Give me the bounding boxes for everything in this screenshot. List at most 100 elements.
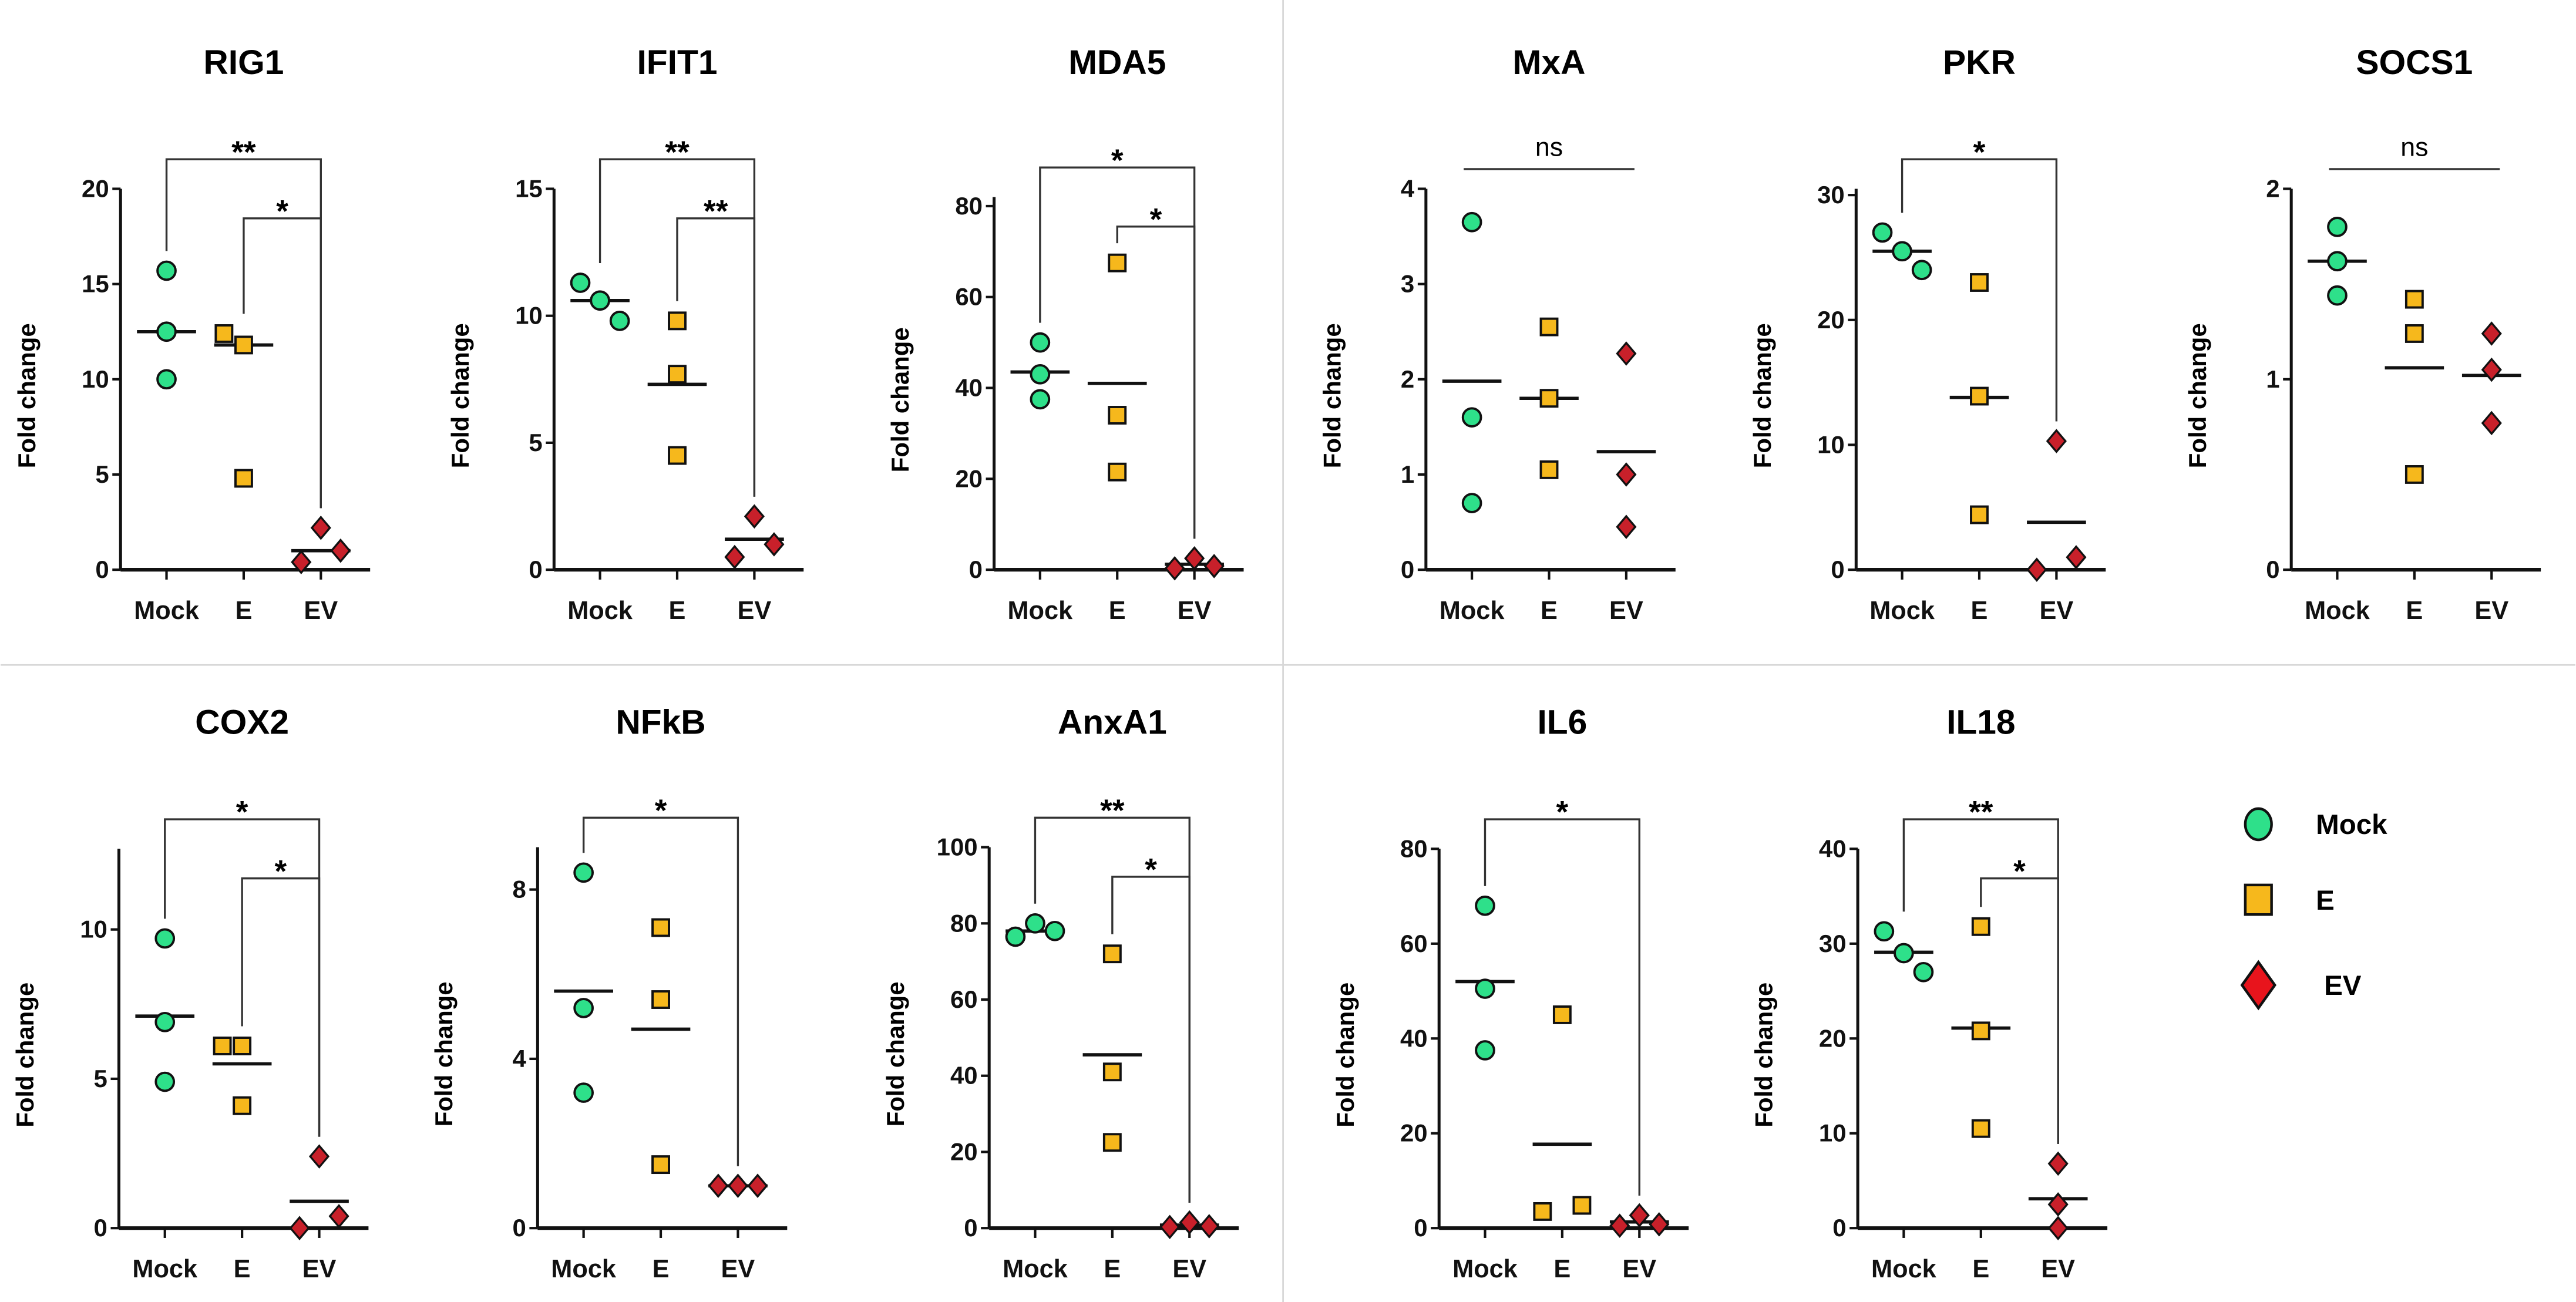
data-point-ev [724, 544, 745, 570]
x-tick-label: Mock [1871, 1255, 1937, 1283]
data-point-e [234, 469, 253, 488]
y-tick-label: 2 [1401, 365, 1414, 393]
panel-mxa: MxA 0 1 2 3 4 Fold change Mock E EV ns [1318, 43, 1676, 625]
significance-label: * [276, 194, 288, 228]
data-point-e [651, 1155, 670, 1175]
data-point-e [1102, 1133, 1122, 1152]
data-point-ev [1649, 1212, 1670, 1237]
x-tick-label: Mock [1452, 1255, 1518, 1283]
y-axis-label: Fold change [430, 981, 458, 1126]
panel-title: RIG1 [203, 43, 284, 82]
data-point-mock [1911, 260, 1932, 281]
significance-label: * [1150, 202, 1162, 237]
data-point-e [1108, 253, 1127, 272]
data-point-e [234, 335, 253, 355]
significance-label: ns [1535, 133, 1563, 162]
data-point-mock [1461, 493, 1482, 513]
panel-title: PKR [1943, 43, 2016, 82]
data-point-ev [1616, 462, 1637, 487]
panel-title: SOCS1 [2356, 43, 2473, 82]
data-point-e [1970, 505, 1989, 524]
y-tick-label: 20 [1400, 1119, 1428, 1147]
legend-e-icon [2244, 883, 2273, 916]
y-tick-label: 5 [95, 460, 109, 488]
y-tick-label: 15 [82, 270, 109, 298]
bracket-line [1901, 158, 2058, 422]
panel-nfkb: NFkB 0 4 8 Fold change Mock E EV * [430, 704, 788, 1283]
y-tick-label: 1 [2266, 365, 2279, 393]
data-point-mock [1475, 895, 1495, 916]
y-tick-label: 60 [950, 985, 978, 1013]
data-point-ev [1629, 1203, 1650, 1228]
y-tick-label: 30 [1819, 930, 1847, 957]
y-tick-label: 30 [1817, 181, 1845, 208]
data-point-ev [2481, 357, 2502, 382]
y-tick-label: 20 [1817, 306, 1845, 334]
panel-title: IFIT1 [637, 43, 718, 82]
y-axis-label: Fold change [11, 983, 39, 1128]
x-tick-label: Mock [1007, 597, 1073, 625]
x-tick-label: EV [1172, 1255, 1206, 1283]
significance-bracket: ns [2329, 133, 2500, 170]
legend-label: EV [2324, 970, 2362, 1001]
significance-bracket: * [582, 793, 739, 1166]
data-point-e [1539, 460, 1559, 479]
data-point-mock [1475, 1040, 1495, 1061]
x-tick-label: E [235, 597, 252, 625]
significance-label: * [1145, 853, 1157, 887]
significance-label: ** [1100, 793, 1125, 828]
panel-socs1: SOCS1 0 1 2 Fold change Mock E EV ns [2184, 43, 2541, 625]
y-axis-label: Fold change [1748, 323, 1776, 468]
x-tick-label: EV [302, 1255, 337, 1283]
x-tick-label: Mock [134, 597, 200, 625]
x-tick-label: EV [1609, 597, 1643, 625]
legend: Mock E EV [2240, 807, 2387, 1011]
panel-mda5: MDA5 0 20 40 60 80 Fold change Mock E EV * * [886, 43, 1244, 625]
y-tick-label: 100 [937, 833, 978, 861]
data-point-mock [1030, 389, 1051, 410]
data-point-mock [156, 260, 177, 281]
data-point-ev [308, 1144, 330, 1169]
x-tick-label: E [653, 1255, 670, 1283]
legend-mock-icon [2244, 807, 2273, 842]
x-tick-label: E [1109, 597, 1126, 625]
x-tick-label: E [1104, 1255, 1121, 1283]
data-point-mock [573, 862, 594, 883]
x-tick-label: EV [1178, 597, 1212, 625]
y-tick-label: 0 [94, 1214, 107, 1242]
x-tick-label: E [669, 597, 686, 625]
y-tick-label: 15 [515, 174, 543, 202]
panel-cox2: COX2 0 5 10 Fold change Mock E EV * * [11, 704, 369, 1283]
significance-bracket: * [1484, 795, 1640, 1196]
y-tick-label: 5 [529, 429, 542, 456]
panel-title: IL18 [1946, 704, 2015, 742]
x-tick-label: E [1972, 1255, 1989, 1283]
y-axis-label: Fold change [1331, 983, 1359, 1128]
x-tick-label: EV [721, 1255, 755, 1283]
y-axis-label: Fold change [1750, 983, 1778, 1128]
data-point-mock [2327, 251, 2348, 272]
significance-label: * [655, 793, 667, 828]
data-point-e [668, 446, 687, 465]
x-tick-label: Mock [551, 1255, 617, 1283]
data-point-e [1572, 1196, 1592, 1215]
x-tick-label: EV [2039, 597, 2073, 625]
data-point-mock [2327, 285, 2348, 306]
y-tick-label: 0 [1401, 556, 1414, 583]
data-point-e [1533, 1202, 1552, 1221]
data-point-ev [2046, 429, 2067, 453]
data-point-e [668, 311, 687, 331]
bracket-line [1484, 818, 1640, 1196]
data-point-ev [2481, 321, 2502, 346]
data-point-mock [1005, 926, 1026, 947]
y-tick-label: 20 [950, 1138, 978, 1165]
bracket-line [582, 816, 739, 1166]
bracket-line [676, 217, 756, 497]
data-point-mock [154, 1071, 176, 1092]
data-point-e [1102, 944, 1122, 964]
data-point-ev [708, 1173, 729, 1198]
x-tick-label: E [1541, 597, 1558, 625]
significance-bracket: * [1116, 202, 1196, 539]
data-point-ev [1179, 1210, 1200, 1235]
